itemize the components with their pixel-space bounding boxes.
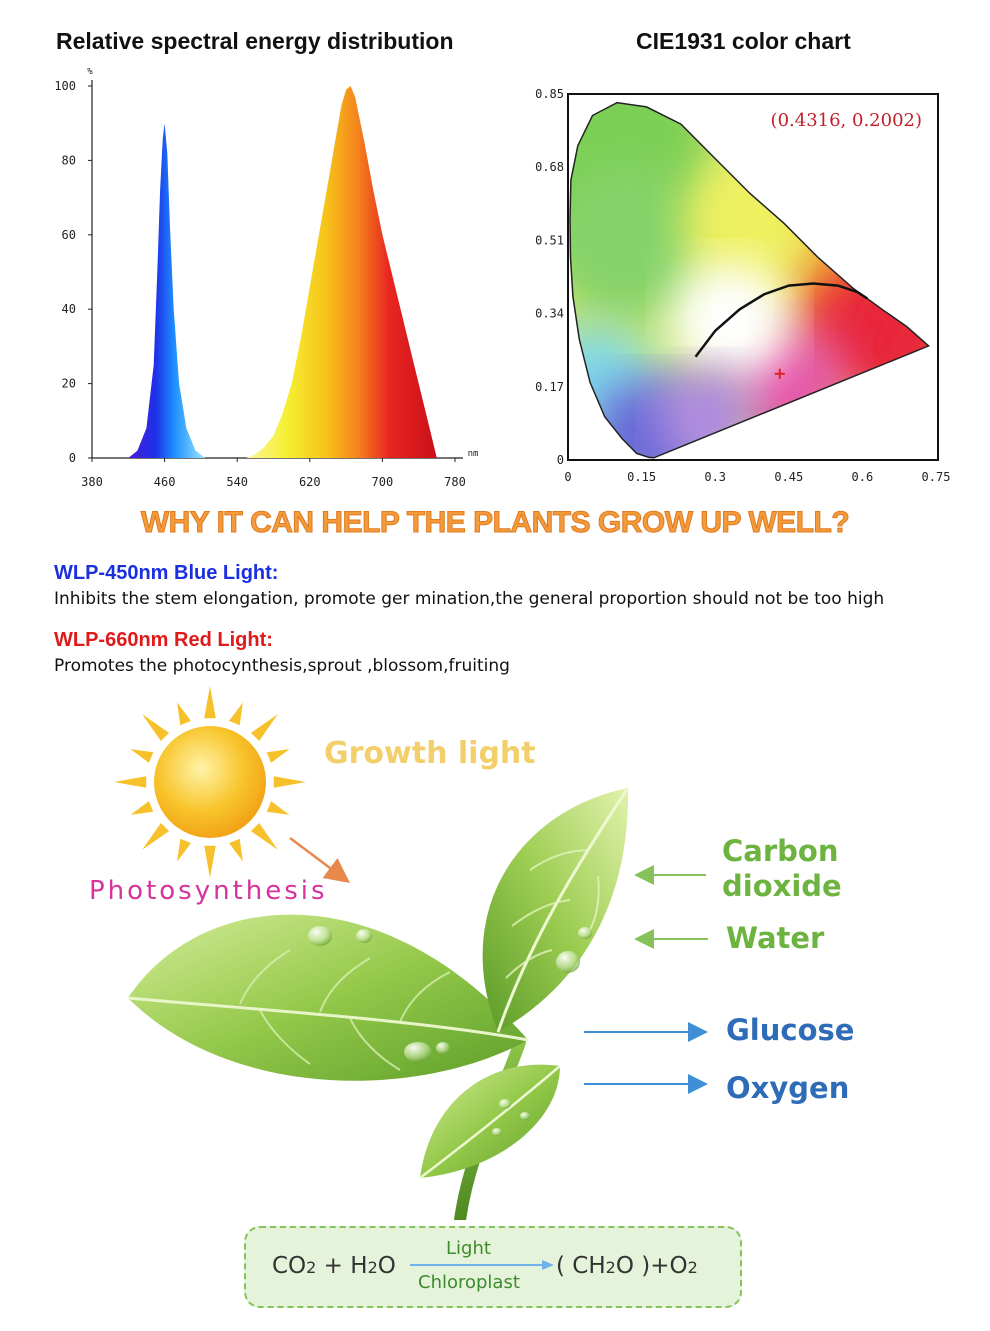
spectral-x-tick: 380 [81,475,103,489]
sun-ray [229,702,243,726]
cie-plot-border [567,93,939,461]
red-light-description: Promotes the photocynthesis,sprout ,blos… [54,656,510,676]
cie-x-tick: 0.15 [627,470,656,484]
sun-ray [273,776,306,788]
equation-products: ( CH2O )+O2 [556,1253,698,1279]
sun-ray [229,838,243,862]
cie-x-tick: 0.6 [852,470,874,484]
cie-color-blob [570,164,707,325]
spectral-peak-0 [128,123,206,458]
spectral-y-tick: 60 [62,228,76,242]
spectral-x-tick: 540 [226,475,248,489]
equation-box [244,1226,742,1308]
dioxide-label: dioxide [722,869,842,903]
cie-y-tick: 0.85 [535,87,564,101]
spectral-y-tick: 40 [62,302,76,316]
carbon-label: Carbon [722,834,839,868]
cie-ticks: 0 0.15 0.3 0.45 0.6 0.75 0 0.17 0.34 0.51 0.68 0.85 [535,87,950,484]
water-label: Water [726,921,825,955]
glucose-label: Glucose [726,1013,855,1047]
sun-icon [114,686,306,878]
co2-text: CO [272,1253,307,1279]
cie-y-tick: 0.17 [535,380,564,394]
spectral-x-tick: 700 [372,475,394,489]
sun-ray [251,714,278,741]
sunlight-arrow [289,837,350,883]
cie-x-tick: 0.3 [704,470,726,484]
water-droplets [308,926,592,1136]
ch2o-end: O ) [615,1253,651,1279]
leaf-lower [419,1064,561,1179]
cie-x-tick: 0.45 [774,470,803,484]
cie-frame [567,93,939,461]
sun-ray [142,823,169,850]
reaction-arrow [410,1260,554,1270]
cie-color-blob [669,262,790,383]
sun-ray [204,686,216,719]
sun-ray [142,714,169,741]
cie-x-tick: 0.75 [922,470,951,484]
spectral-y-tick: 80 [62,153,76,167]
ch2o-text: ( CH [556,1253,606,1279]
spectral-series [128,86,437,458]
h2o-subscript: 2 [367,1258,378,1277]
spectral-x-tick: 780 [444,475,466,489]
equation-reactants: CO2 + H2O [272,1253,396,1279]
sun-ray [266,801,290,815]
photosynthesis-label: Photosynthesis [89,876,328,906]
blue-light-title: WLP-450nm Blue Light: [54,562,279,584]
photosynthesis-illustration [114,686,708,1220]
spectral-y-tick: 20 [62,377,76,391]
o2-subscript: 2 [687,1258,698,1277]
spectral-peak-1 [246,86,437,458]
spectral-chart-title: Relative spectral energy distribution [56,28,454,54]
leaf-left [127,914,529,1081]
cie-y-tick: 0.34 [535,307,564,321]
cie-chart: (0.4316, 0.2002) 0 0.15 0.3 0.45 0.6 0.75 0 0.1… [535,87,950,484]
oxygen-label: Oxygen [726,1071,850,1105]
why-heading: WHY IT CAN HELP THE PLANTS GROW UP WELL? [140,506,850,540]
sun-ray [266,749,290,763]
leaf-upper-right [482,787,630,1033]
cie-point-label: (0.4316, 0.2002) [771,110,922,131]
condition-light: Light [446,1238,491,1259]
cie-color-blob [871,303,929,384]
sun-ray [177,702,191,726]
cie-color-blob [655,366,756,458]
h2o-text: H [350,1253,368,1279]
cie-spectral-locus [569,101,931,459]
spectral-chart: 380 460 540 620 700 780 0 20 40 60 80 100% nm [54,67,478,489]
sun-ray [130,749,154,763]
spectral-ticks: 380 460 540 620 700 780 0 20 40 60 80 100% nm [54,67,478,489]
cie-x-tick: 0 [564,470,571,484]
cie-planckian-locus [694,282,868,358]
co2-subscript: 2 [306,1258,317,1277]
cie-y-tick: 0.51 [535,233,564,247]
cie-chart-title: CIE1931 color chart [636,28,851,54]
cie-y-tick: 0 [557,453,564,467]
ch2o-subscript: 2 [605,1258,616,1277]
o2-text: +O [650,1253,688,1279]
sun-ray [251,823,278,850]
spectral-y-unit: % [87,67,93,77]
sun-ray [130,801,154,815]
spectral-x-tick: 620 [299,475,321,489]
cie-lines: (0.4316, 0.2002) [569,101,931,459]
spectral-y-tick: 0 [69,451,76,465]
cie-y-tick: 0.68 [535,160,564,174]
growth-light-label: Growth light [324,736,536,771]
h2o-end: O [377,1253,396,1279]
red-light-title: WLP-660nm Red Light: [54,629,273,651]
plus-sign: + [323,1253,343,1279]
sun-ray [204,845,216,878]
sun-ray [177,838,191,862]
spectral-x-tick: 460 [154,475,176,489]
cie-color-fill [570,102,929,458]
spectral-x-unit: nm [468,449,479,459]
blue-light-description: Inhibits the stem elongation, promote ge… [54,589,885,609]
spectral-y-tick: 100 [54,79,76,93]
condition-chloroplast: Chloroplast [418,1272,520,1293]
sun-ray [114,776,147,788]
